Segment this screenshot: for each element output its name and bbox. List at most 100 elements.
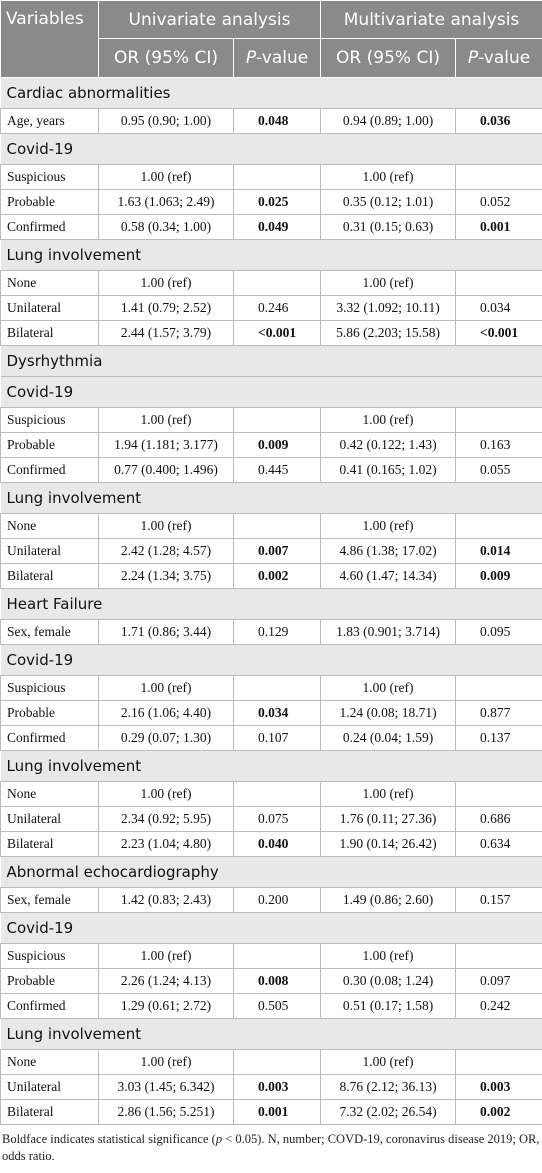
p-cell-text: 0.049 xyxy=(258,219,289,234)
section-row: Lung involvement xyxy=(0,239,542,271)
or-cell-text: 1.00 (ref) xyxy=(140,275,192,290)
or-cell-text: 0.95 (0.90; 1.00) xyxy=(120,113,212,128)
p-cell-text: 0.246 xyxy=(258,300,289,315)
or-cell: 0.95 (0.90; 1.00) xyxy=(98,108,234,134)
row-label: Probable xyxy=(0,189,99,215)
or-cell: 0.30 (0.08; 1.24) xyxy=(320,968,457,994)
or-cell-text: 2.86 (1.56; 5.251) xyxy=(117,1104,215,1119)
data-row: Sex, female 1.71 (0.86; 3.44) 0.129 1.83 (0… xyxy=(0,619,542,645)
section-title: Covid-19 xyxy=(0,376,542,408)
p-cell: 0.157 xyxy=(455,887,542,913)
row-label: Confirmed xyxy=(0,457,99,483)
p-cell-text: 0.009 xyxy=(480,568,511,583)
p-cell-text: 0.095 xyxy=(480,624,511,639)
or-cell-text: 0.41 (0.165; 1.02) xyxy=(339,462,437,477)
row-label: Sex, female xyxy=(0,619,99,645)
data-row: Bilateral 2.44 (1.57; 3.79) <0.001 5.86 (2.… xyxy=(0,320,542,346)
section-title: Covid-19 xyxy=(0,912,542,944)
or-cell: 1.00 (ref) xyxy=(320,1049,457,1075)
p-cell-text: 0.055 xyxy=(480,462,511,477)
p-cell-text: 0.137 xyxy=(480,730,511,745)
header-multivariate: Multivariate analysis xyxy=(320,0,542,39)
row-label: Age, years xyxy=(0,108,99,134)
p-cell xyxy=(232,270,322,296)
or-cell-text: 1.63 (1.063; 2.49) xyxy=(117,194,215,209)
or-cell-text: 0.77 (0.400; 1.496) xyxy=(114,462,218,477)
or-cell-text: 4.60 (1.47; 14.34) xyxy=(339,568,437,583)
or-cell-text: 4.86 (1.38; 17.02) xyxy=(339,543,437,558)
or-cell: 1.00 (ref) xyxy=(320,781,457,807)
section-row: Dysrhythmia xyxy=(0,345,542,377)
or-cell: 1.00 (ref) xyxy=(98,675,234,701)
section-title: Lung involvement xyxy=(0,239,542,271)
p-cell xyxy=(455,675,542,701)
or-cell-text: 1.71 (0.86; 3.44) xyxy=(120,624,212,639)
footnote-text: Boldface indicates statistical significa… xyxy=(2,1132,216,1146)
row-label: Confirmed xyxy=(0,725,99,751)
data-row: Confirmed 1.29 (0.61; 2.72) 0.505 0.51 (0.1… xyxy=(0,993,542,1019)
or-cell: 2.16 (1.06; 4.40) xyxy=(98,700,234,726)
p-cell: 0.242 xyxy=(455,993,542,1019)
or-cell-text: 1.83 (0.901; 3.714) xyxy=(336,624,440,639)
or-cell: 0.24 (0.04; 1.59) xyxy=(320,725,457,751)
row-label-text: Confirmed xyxy=(7,219,66,234)
or-cell-text: 7.32 (2.02; 26.54) xyxy=(339,1104,437,1119)
row-label-text: None xyxy=(7,1054,37,1069)
or-cell: 2.26 (1.24; 4.13) xyxy=(98,968,234,994)
or-cell: 8.76 (2.12; 36.13) xyxy=(320,1074,457,1100)
or-cell: 0.31 (0.15; 0.63) xyxy=(320,214,457,240)
p-cell-text: 0.200 xyxy=(258,892,289,907)
row-label-text: Probable xyxy=(7,705,55,720)
or-cell: 1.00 (ref) xyxy=(320,513,457,539)
p-cell xyxy=(232,407,322,433)
row-label-text: Bilateral xyxy=(7,568,54,583)
p-cell: 0.009 xyxy=(455,563,542,589)
p-cell xyxy=(232,164,322,190)
or-cell: 1.00 (ref) xyxy=(98,781,234,807)
p-cell-text: 0.075 xyxy=(258,811,289,826)
row-label-text: None xyxy=(7,518,37,533)
or-cell-text: 1.00 (ref) xyxy=(140,948,192,963)
row-label: Bilateral xyxy=(0,563,99,589)
row-label-text: Suspicious xyxy=(7,680,66,695)
or-cell-text: 3.03 (1.45; 6.342) xyxy=(117,1079,215,1094)
row-label: Suspicious xyxy=(0,164,99,190)
data-row: Confirmed 0.58 (0.34; 1.00) 0.049 0.31 (0.1… xyxy=(0,214,542,240)
row-label: None xyxy=(0,270,99,296)
row-label-text: None xyxy=(7,275,37,290)
p-cell: 0.014 xyxy=(455,538,542,564)
or-cell-text: 1.90 (0.14; 26.42) xyxy=(339,836,437,851)
p-cell: 0.686 xyxy=(455,806,542,832)
p-cell: 0.009 xyxy=(232,432,322,458)
p-cell: 0.095 xyxy=(455,619,542,645)
p-cell xyxy=(232,675,322,701)
data-row: Probable 2.16 (1.06; 4.40) 0.034 1.24 (0.08… xyxy=(0,700,542,726)
row-label-text: Age, years xyxy=(7,113,65,128)
or-cell-text: 1.00 (ref) xyxy=(362,680,414,695)
row-label: Bilateral xyxy=(0,1099,99,1125)
p-cell-text: 0.007 xyxy=(258,543,289,558)
section-row: Lung involvement xyxy=(0,750,542,782)
or-cell-text: 1.94 (1.181; 3.177) xyxy=(114,437,218,452)
p-cell: 0.075 xyxy=(232,806,322,832)
row-label: Suspicious xyxy=(0,943,99,969)
p-cell-text: 0.009 xyxy=(258,437,289,452)
or-cell-text: 1.00 (ref) xyxy=(140,1054,192,1069)
or-cell: 1.00 (ref) xyxy=(320,943,457,969)
p-cell-text: 0.008 xyxy=(258,973,289,988)
or-cell-text: 0.58 (0.34; 1.00) xyxy=(120,219,212,234)
or-cell: 1.49 (0.86; 2.60) xyxy=(320,887,457,913)
or-cell: 2.24 (1.34; 3.75) xyxy=(98,563,234,589)
p-cell: 0.049 xyxy=(232,214,322,240)
section-row: Cardiac abnormalities xyxy=(0,77,542,109)
row-label: Suspicious xyxy=(0,407,99,433)
p-cell-text: 0.002 xyxy=(258,568,289,583)
p-cell-text: 0.097 xyxy=(480,973,511,988)
row-label: Unilateral xyxy=(0,538,99,564)
data-row: Bilateral 2.86 (1.56; 5.251) 0.001 7.32 (2.… xyxy=(0,1099,542,1125)
p-cell-text: 0.003 xyxy=(480,1079,511,1094)
p-cell xyxy=(455,164,542,190)
row-label-text: Probable xyxy=(7,194,55,209)
or-cell-text: 1.00 (ref) xyxy=(140,786,192,801)
or-cell-text: 2.34 (0.92; 5.95) xyxy=(120,811,212,826)
